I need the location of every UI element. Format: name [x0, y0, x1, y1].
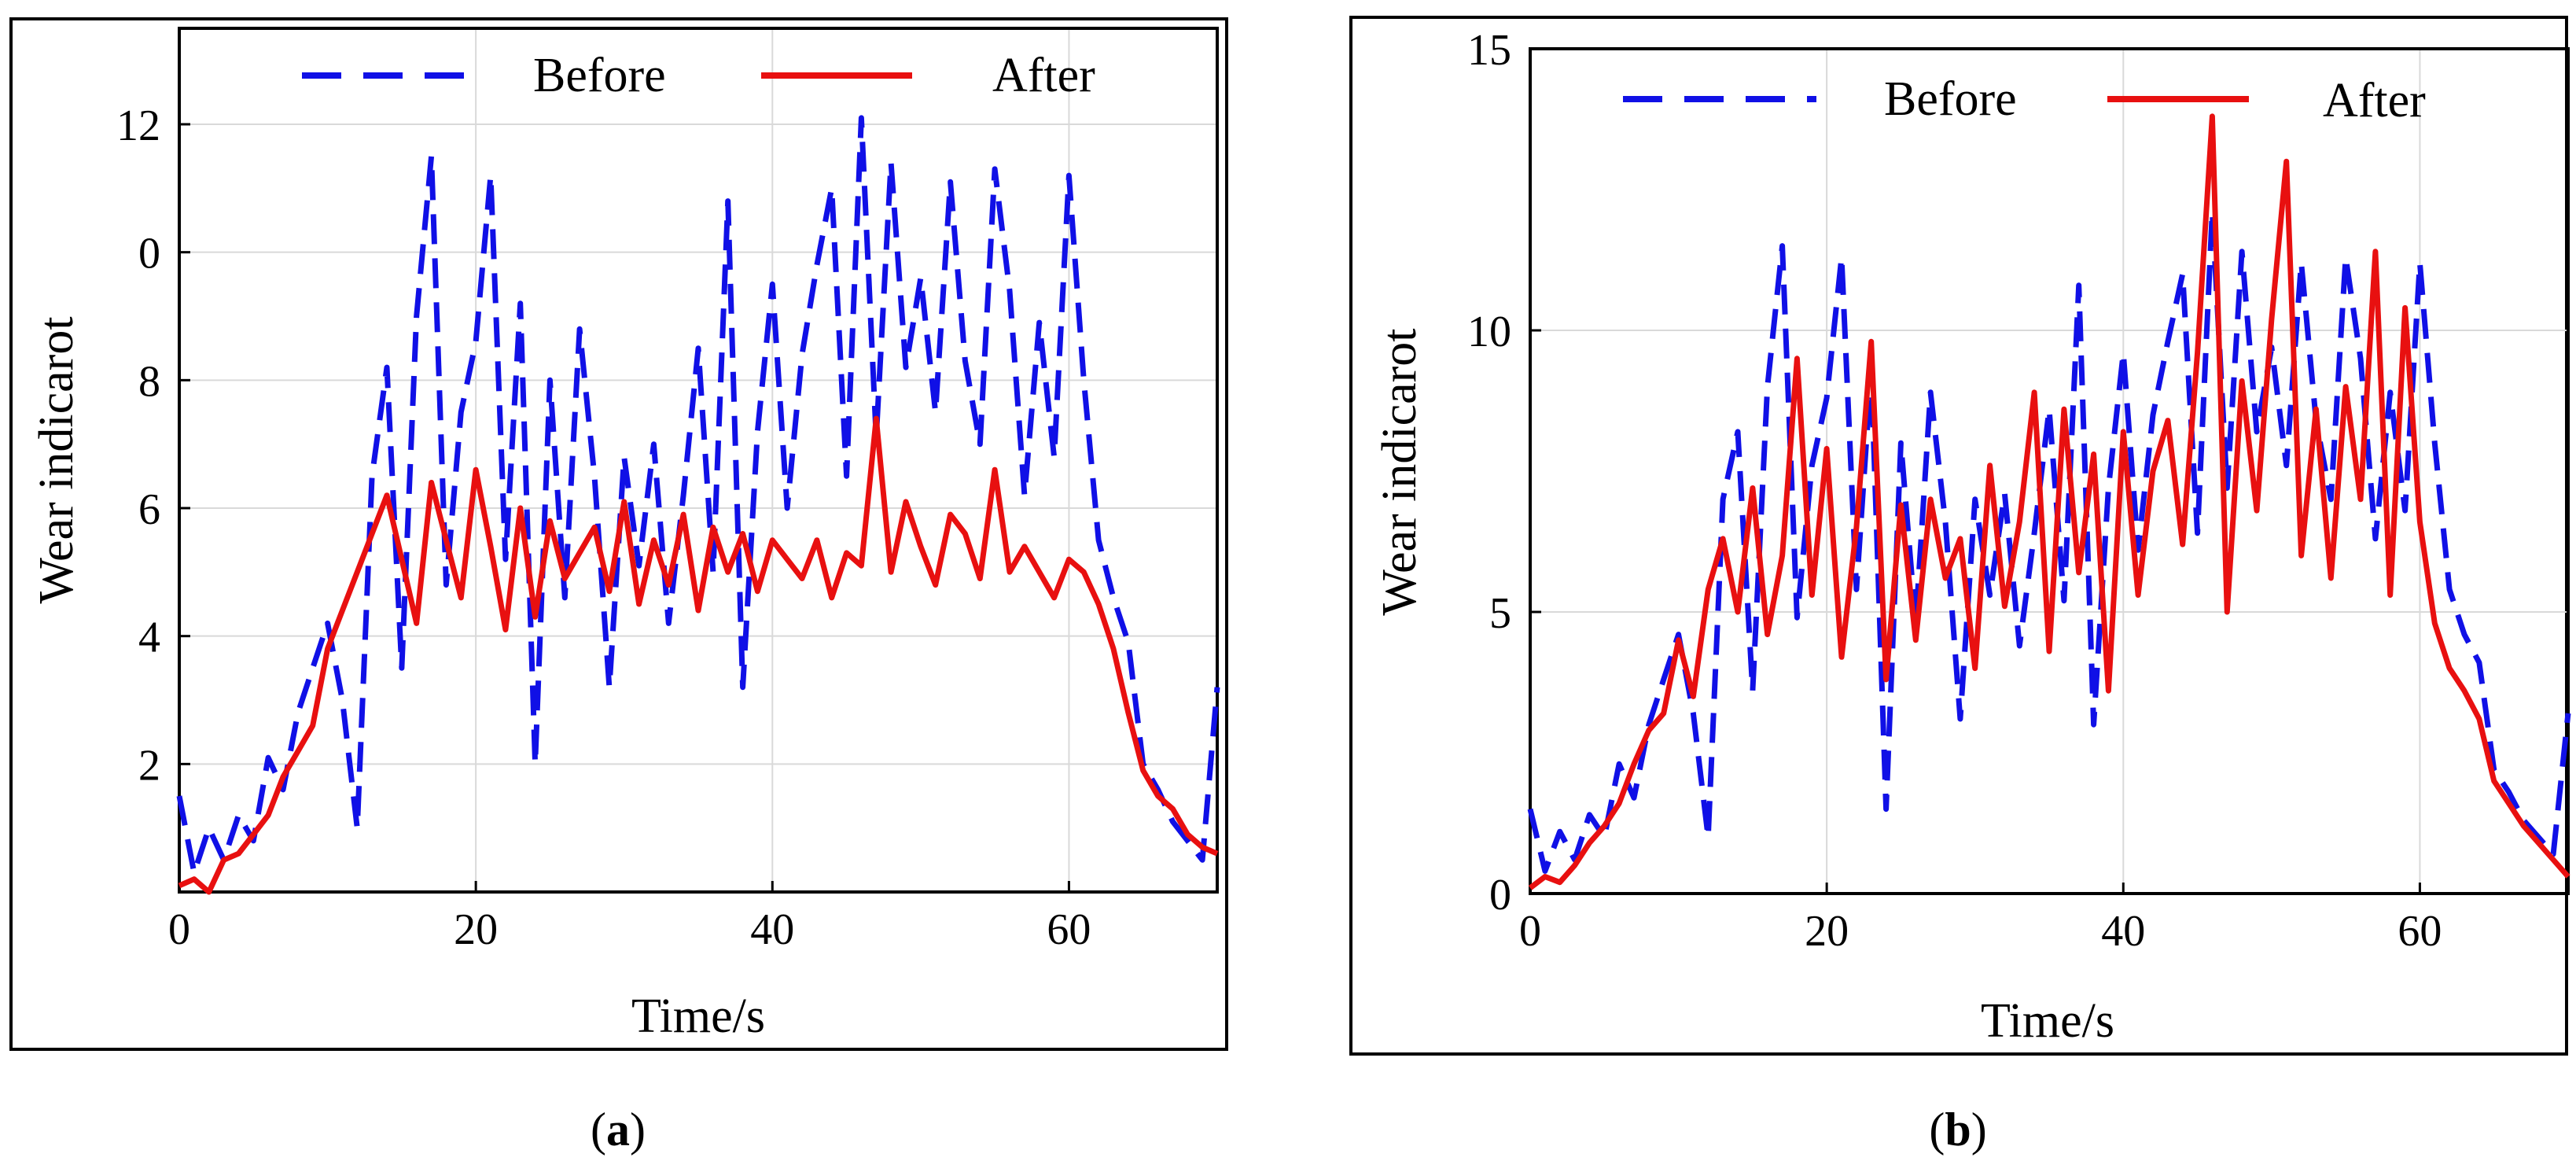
panel-a-x-ticks: 0 20 40 60: [168, 881, 1091, 954]
panel-a-legend: Before After: [302, 49, 1095, 102]
caption-b: (b): [1929, 1104, 1986, 1155]
panel-a: 0 20 40 60 2 4 6 8 0 12 Before After Time/s Wear…: [9, 17, 1228, 1051]
panel-b-y-tick-label: 10: [1467, 308, 1511, 356]
panel-b-x-tick-label: 20: [1805, 907, 1849, 956]
panel-b-series-after-line: [1528, 113, 2570, 890]
panel-a-y-tick-label: 8: [138, 357, 160, 406]
panel-a-y-tick-label: 0: [138, 230, 160, 278]
panel-a-legend-after-label: After: [992, 49, 1095, 102]
panel-a-x-tick-label: 20: [454, 905, 498, 954]
panel-b-y-tick-label: 0: [1489, 871, 1511, 920]
panel-a-legend-before-label: Before: [533, 49, 666, 102]
panel-b-y-ticks: 0 5 10 15: [1467, 26, 1541, 920]
panel-b-x-ticks: 0 20 40 60: [1519, 883, 2442, 956]
panel-a-series-before-line: [176, 115, 1220, 876]
panel-a-y-tick-label: 12: [116, 101, 160, 150]
caption-a-letter: a: [606, 1104, 630, 1155]
panel-b-x-axis-label: Time/s: [1981, 994, 2114, 1048]
panel-b-y-tick-label: 15: [1467, 26, 1511, 75]
panel-a-grid: [178, 28, 1217, 892]
panel-a-x-tick-label: 40: [750, 905, 794, 954]
panel-a-y-tick-label: 4: [138, 614, 160, 662]
panel-a-x-tick-label: 60: [1047, 905, 1091, 954]
panel-a-y-ticks: 2 4 6 8 0 12: [116, 101, 190, 790]
panel-b-axes-box: [1529, 47, 2570, 895]
panel-b-legend-before-label: Before: [1884, 72, 2017, 126]
panel-b-y-axis-label: Wear indicarot: [1373, 328, 1426, 615]
panel-b-grid: [1529, 48, 2568, 894]
caption-a: (a): [591, 1104, 646, 1155]
panel-a-y-axis-label: Wear indicarot: [30, 316, 83, 603]
panel-b-x-tick-label: 40: [2101, 907, 2145, 956]
caption-b-letter: b: [1945, 1104, 1971, 1155]
panel-a-series-after-line: [178, 415, 1219, 895]
panel-b-legend-after-label: After: [2323, 74, 2426, 127]
panel-b-legend: Before After: [1623, 72, 2426, 127]
panel-b-frame: [1349, 16, 2568, 1056]
panel-b-y-tick-label: 5: [1489, 589, 1511, 638]
panel-b-series-before-line: [1527, 209, 2571, 874]
panel-b: 0 20 40 60 0 5 10 15 Before After Time/s Wear …: [1349, 16, 2571, 1056]
panel-a-frame: [9, 17, 1228, 1051]
panel-a-x-tick-label: 0: [168, 905, 190, 954]
panel-a-y-tick-label: 2: [138, 741, 160, 790]
panel-a-axes-box: [178, 27, 1219, 894]
panel-a-y-tick-label: 6: [138, 485, 160, 534]
panel-b-x-tick-label: 60: [2398, 907, 2442, 956]
panel-b-lines: [1527, 113, 2571, 890]
panel-a-lines: [176, 115, 1220, 895]
panel-b-x-tick-label: 0: [1519, 907, 1541, 956]
panel-a-x-axis-label: Time/s: [631, 990, 765, 1043]
